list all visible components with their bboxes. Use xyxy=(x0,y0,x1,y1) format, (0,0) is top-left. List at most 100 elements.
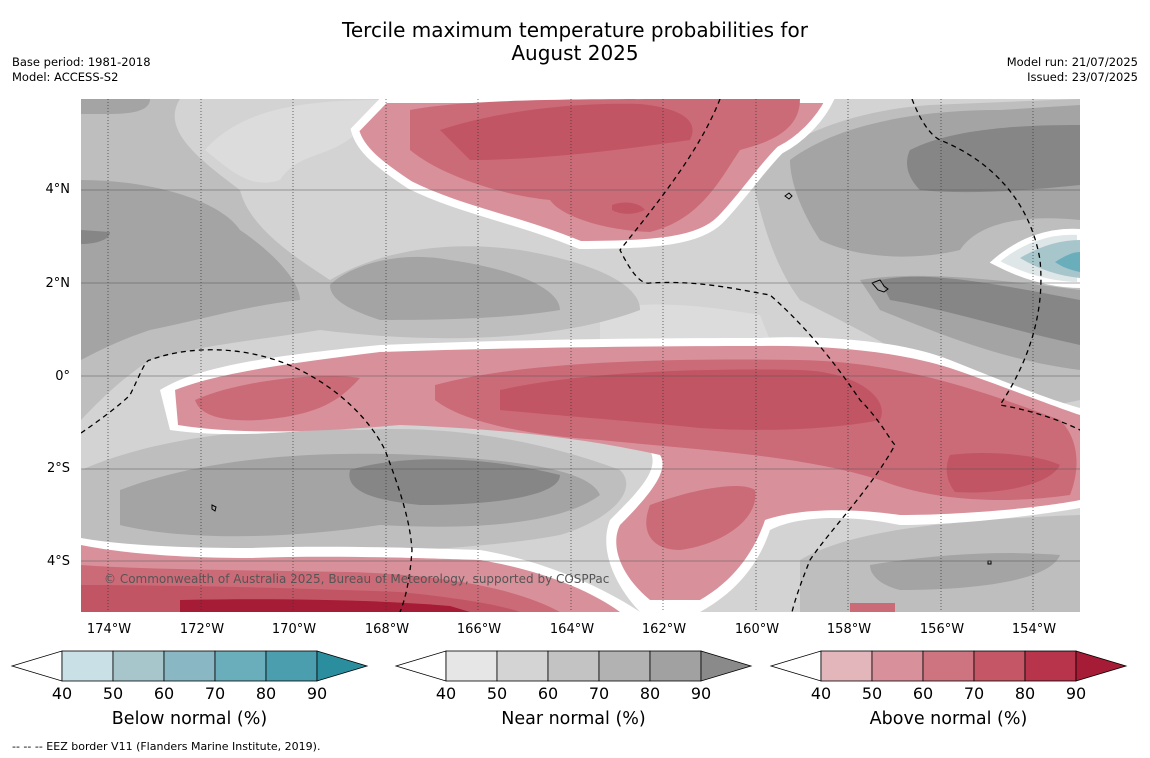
chart-title-line1: Tercile maximum temperature probabilitie… xyxy=(342,18,808,42)
above-normal-equatorial-core xyxy=(946,453,1060,493)
colorbar-extend-high xyxy=(700,650,753,682)
above-normal-southeast-patch xyxy=(850,603,895,612)
colorbar-tick-label: 90 xyxy=(306,684,328,703)
above-normal-south-extreme xyxy=(180,599,470,612)
colorbar-segment xyxy=(871,650,924,682)
colorbar-segment xyxy=(820,650,873,682)
near-normal-darkest-patch xyxy=(880,276,1080,345)
near-normal-dark-band xyxy=(81,180,300,360)
near-normal-dark-band xyxy=(330,256,560,320)
above-normal-north-core xyxy=(440,103,693,160)
below-normal-dark-patch xyxy=(1055,252,1080,272)
colorbar-tick-label: 70 xyxy=(588,684,610,703)
colorbar-segment xyxy=(214,650,267,682)
colorbar-extend-low xyxy=(394,650,447,682)
near-normal-darkest-patch xyxy=(81,230,110,244)
eez-footnote: -- -- -- EEZ border V11 (Flanders Marine… xyxy=(12,740,321,753)
eez-border xyxy=(619,99,896,612)
colorbar-tick-label: 40 xyxy=(51,684,73,703)
lat-label: 4°N xyxy=(45,182,71,197)
colorbar-tick-label: 70 xyxy=(963,684,985,703)
island-outline xyxy=(871,279,889,293)
lon-label: 164°W xyxy=(549,622,595,637)
colorbars-svg xyxy=(10,650,1128,682)
lon-label: 160°W xyxy=(734,622,780,637)
graticule xyxy=(81,99,1080,612)
colorbar-extend-low xyxy=(10,650,63,682)
lon-label: 172°W xyxy=(179,622,225,637)
colorbar-above-normal xyxy=(769,650,1128,682)
colorbar-segment xyxy=(598,650,651,682)
colorbar-title-below: Below normal (%) xyxy=(111,709,268,729)
colorbar-extend-low xyxy=(769,650,822,682)
issued-text: Issued: 23/07/2025 xyxy=(1027,70,1138,84)
colorbar-tick-label: 50 xyxy=(102,684,124,703)
island-outline xyxy=(211,504,217,512)
lon-label: 162°W xyxy=(641,622,687,637)
near-normal-dark-band xyxy=(870,553,1060,590)
colorbar-segment xyxy=(649,650,702,682)
model-text: Model: ACCESS-S2 xyxy=(12,70,119,84)
colorbar-segment xyxy=(61,650,114,682)
lon-label: 166°W xyxy=(456,622,502,637)
colorbar-tick-label: 60 xyxy=(912,684,934,703)
chart-title-line2: August 2025 xyxy=(511,41,639,65)
colorbar-segment xyxy=(922,650,975,682)
lon-label: 174°W xyxy=(86,622,132,637)
near-normal-darkest-patch xyxy=(349,459,560,505)
lon-label: 168°W xyxy=(364,622,410,637)
colorbar-segment xyxy=(547,650,600,682)
near-normal-light-patch xyxy=(205,100,380,183)
model-run-text: Model run: 21/07/2025 xyxy=(1006,55,1138,69)
above-normal-equatorial-mid xyxy=(195,376,360,421)
lon-label: 170°W xyxy=(271,622,317,637)
colorbar-segment xyxy=(265,650,318,682)
copyright-text: © Commonwealth of Australia 2025, Bureau… xyxy=(104,572,610,586)
near-normal-darkest-patch xyxy=(907,125,1080,193)
colorbar-below-normal xyxy=(10,650,369,682)
near-normal-light-patch xyxy=(600,304,770,344)
colorbar-title-above: Above normal (%) xyxy=(869,709,1028,729)
colorbar-tick-label: 70 xyxy=(204,684,226,703)
eez-border xyxy=(911,99,1080,431)
lat-label: 0° xyxy=(55,369,70,384)
lat-label: 4°S xyxy=(46,554,70,569)
map-area xyxy=(81,99,1080,612)
colorbar-title-near: Near normal (%) xyxy=(501,709,646,729)
colorbar-tick-label: 50 xyxy=(486,684,508,703)
eez-border xyxy=(81,349,413,612)
colorbar-segment xyxy=(445,650,498,682)
colorbar-tick-label: 80 xyxy=(639,684,661,703)
base-period-text: Base period: 1981-2018 xyxy=(12,55,151,69)
lat-label: 2°S xyxy=(46,461,70,476)
colorbar-tick-label: 60 xyxy=(537,684,559,703)
above-normal-equatorial-mid xyxy=(646,485,756,550)
colorbar-tick-label: 80 xyxy=(1014,684,1036,703)
near-normal-dark-band xyxy=(81,99,150,114)
near-normal-mid-band xyxy=(81,99,640,420)
below-normal-mid-patch xyxy=(1020,240,1080,278)
lon-label: 158°W xyxy=(826,622,872,637)
lat-label: 2°N xyxy=(45,276,71,291)
above-normal-equatorial-core xyxy=(500,369,882,430)
colorbar-segment xyxy=(112,650,165,682)
colorbar-near-normal xyxy=(394,650,753,682)
colorbar-tick-label: 90 xyxy=(1065,684,1087,703)
colorbar-tick-label: 60 xyxy=(153,684,175,703)
island-outline xyxy=(784,192,793,200)
colorbar-tick-label: 90 xyxy=(690,684,712,703)
lon-label: 154°W xyxy=(1011,622,1057,637)
colorbar-tick-label: 40 xyxy=(435,684,457,703)
colorbar-extend-high xyxy=(1075,650,1128,682)
colorbar-tick-label: 80 xyxy=(255,684,277,703)
colorbar-segment xyxy=(973,650,1026,682)
colorbar-segment xyxy=(1024,650,1077,682)
colorbar-tick-label: 40 xyxy=(810,684,832,703)
lon-label: 156°W xyxy=(919,622,965,637)
colorbar-extend-high xyxy=(316,650,369,682)
above-normal-north-core xyxy=(612,202,645,214)
colorbar-segment xyxy=(496,650,549,682)
colorbar-segment xyxy=(163,650,216,682)
colorbar-tick-label: 50 xyxy=(861,684,883,703)
